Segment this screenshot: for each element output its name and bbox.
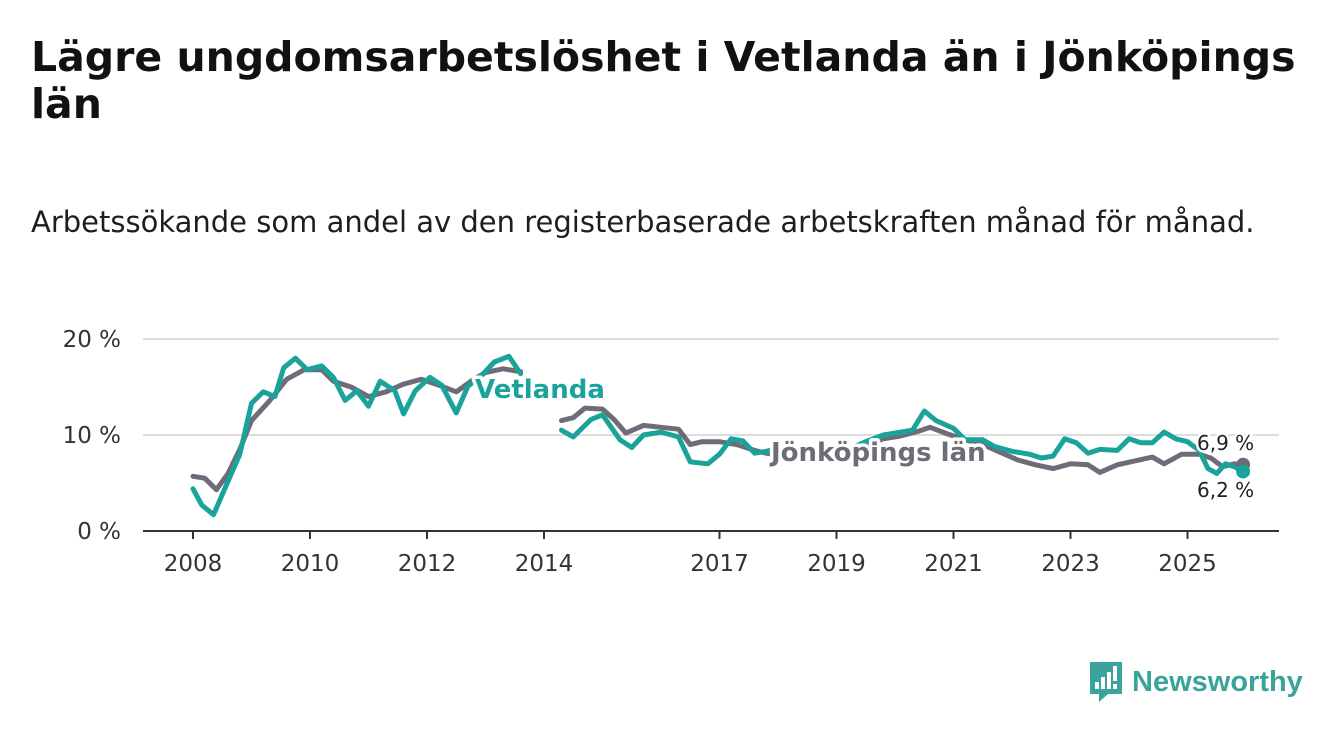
y-tick-label: 20 % [63, 327, 121, 353]
y-axis-labels: 0 % 10 % 20 % [63, 327, 121, 545]
y-tick-label: 0 % [77, 519, 121, 545]
x-tick-label: 2012 [398, 551, 457, 577]
x-axis-ticks: 2008 2010 2012 2014 2017 2019 2021 2023 2025 [164, 531, 1217, 577]
x-tick-label: 2023 [1041, 551, 1100, 577]
x-tick-label: 2017 [690, 551, 749, 577]
end-value-label-vetlanda: 6,2 % [1197, 478, 1254, 502]
series-label-vetlanda: Vetlanda [475, 375, 605, 405]
brand-name: Newsworthy [1132, 665, 1303, 698]
series-labels: Jönköpings län 6,9 % Vetlanda 6,2 % [472, 372, 1257, 505]
grid-lines [143, 338, 1279, 436]
series-line-jonkopings-lan [190, 366, 1246, 493]
x-tick-label: 2025 [1158, 551, 1217, 577]
chart-subtitle: Arbetssökande som andel av den registerb… [31, 205, 1255, 239]
brand-logo: Newsworthy [1088, 660, 1303, 704]
y-tick-label: 10 % [63, 423, 121, 449]
series-layer [190, 353, 1251, 518]
end-value-label-jonkopings-lan: 6,9 % [1197, 431, 1254, 455]
x-tick-label: 2008 [164, 551, 223, 577]
end-point-vetlanda [1236, 464, 1251, 479]
x-tick-label: 2010 [281, 551, 340, 577]
x-tick-label: 2014 [515, 551, 574, 577]
newsworthy-logo-icon [1090, 662, 1122, 702]
x-tick-label: 2021 [924, 551, 983, 577]
series-label-jonkopings-lan: Jönköpings län [769, 438, 986, 468]
series-line-vetlanda [190, 353, 1246, 518]
chart-title: Lägre ungdomsarbetslöshet i Vetlanda än … [31, 33, 1296, 128]
x-tick-label: 2019 [807, 551, 866, 577]
